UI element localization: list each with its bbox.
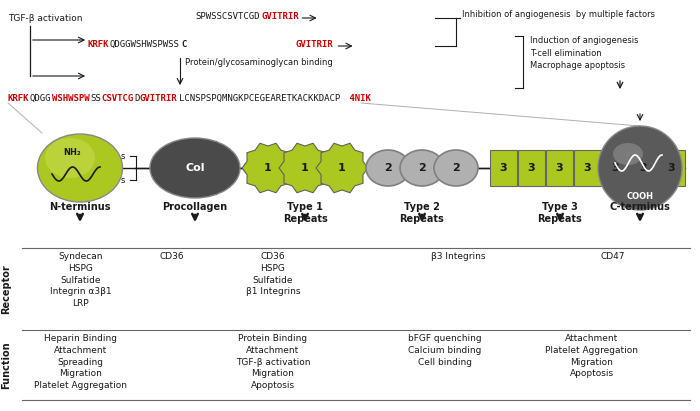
Text: Function: Function (1, 341, 11, 389)
Text: Syndecan
HSPG
Sulfatide
Integrin α3β1
LRP: Syndecan HSPG Sulfatide Integrin α3β1 LR… (50, 252, 111, 308)
Text: 3: 3 (640, 163, 648, 173)
Text: Induction of angiogenesis
T-cell elimination
Macrophage apoptosis: Induction of angiogenesis T-cell elimina… (530, 36, 638, 70)
Text: C-terminus: C-terminus (610, 202, 671, 212)
Text: CD36: CD36 (159, 252, 184, 261)
Text: GVITRIR: GVITRIR (261, 12, 299, 21)
FancyBboxPatch shape (630, 150, 657, 186)
Text: 1: 1 (264, 163, 272, 173)
Text: C: C (181, 40, 187, 49)
Text: CSVTCG: CSVTCG (102, 94, 134, 103)
FancyBboxPatch shape (490, 150, 517, 186)
Text: Protein Binding
Attachment
TGF-β activation
Migration
Apoptosis: Protein Binding Attachment TGF-β activat… (236, 334, 310, 390)
Text: 3: 3 (584, 163, 592, 173)
Polygon shape (242, 143, 294, 193)
Text: 2: 2 (384, 163, 392, 173)
Ellipse shape (613, 143, 643, 165)
Text: s: s (121, 152, 125, 161)
FancyBboxPatch shape (658, 150, 685, 186)
FancyBboxPatch shape (574, 150, 601, 186)
Text: Type 3
Repeats: Type 3 Repeats (538, 202, 582, 224)
Ellipse shape (400, 150, 444, 186)
Text: 3: 3 (612, 163, 620, 173)
FancyBboxPatch shape (518, 150, 545, 186)
Text: LCNSPSPQMNGKPCEGEARETKACKKDACP: LCNSPSPQMNGKPCEGEARETKACKKDACP (178, 94, 340, 103)
Text: 4NIK: 4NIK (344, 94, 370, 103)
Text: bFGF quenching
Calcium binding
Cell binding: bFGF quenching Calcium binding Cell bind… (407, 334, 482, 367)
Text: GVITRIR: GVITRIR (295, 40, 332, 49)
Ellipse shape (38, 134, 122, 202)
Text: Attachment
Platelet Aggregation
Migration
Apoptosis: Attachment Platelet Aggregation Migratio… (545, 334, 638, 379)
Text: CD36
HSPG
Sulfatide
β1 Integrins: CD36 HSPG Sulfatide β1 Integrins (246, 252, 300, 296)
Text: QDGG: QDGG (30, 94, 52, 103)
Text: Procollagen: Procollagen (162, 202, 228, 212)
Text: 3: 3 (668, 163, 676, 173)
Text: 1: 1 (338, 163, 346, 173)
Text: 3: 3 (500, 163, 507, 173)
Text: KRFK: KRFK (8, 94, 29, 103)
Text: CD47: CD47 (601, 252, 624, 261)
Text: Inhibition of angiogenesis  by multiple factors: Inhibition of angiogenesis by multiple f… (462, 10, 655, 19)
Text: s: s (121, 175, 125, 185)
Text: TGF-β activation: TGF-β activation (8, 14, 83, 23)
Text: β3 Integrins: β3 Integrins (431, 252, 486, 261)
Text: D: D (134, 94, 140, 103)
Text: 3: 3 (528, 163, 536, 173)
Text: 2: 2 (418, 163, 426, 173)
Text: Type 2
Repeats: Type 2 Repeats (400, 202, 444, 224)
Text: N-terminus: N-terminus (49, 202, 111, 212)
Ellipse shape (366, 150, 410, 186)
Polygon shape (279, 143, 331, 193)
Text: Protein/glycosaminoglycan binding: Protein/glycosaminoglycan binding (185, 58, 332, 67)
Text: Heparin Binding
Attachment
Spreading
Migration
Platelet Aggregation: Heparin Binding Attachment Spreading Mig… (34, 334, 127, 390)
Ellipse shape (45, 138, 95, 178)
Text: SPWSSCSVTCGD: SPWSSCSVTCGD (195, 12, 260, 21)
Text: 3: 3 (556, 163, 564, 173)
Text: NH₂: NH₂ (63, 148, 80, 157)
Ellipse shape (434, 150, 478, 186)
Text: Receptor: Receptor (1, 264, 11, 314)
Text: 1: 1 (301, 163, 309, 173)
Text: 2: 2 (452, 163, 460, 173)
Text: QDGGWSHWSPWSS: QDGGWSHWSPWSS (110, 40, 180, 49)
Text: WSHWSPW: WSHWSPW (52, 94, 90, 103)
Text: Col: Col (186, 163, 204, 173)
Text: SS: SS (90, 94, 101, 103)
Text: KRFK: KRFK (88, 40, 109, 49)
FancyBboxPatch shape (602, 150, 629, 186)
Text: COOH: COOH (626, 192, 654, 201)
Ellipse shape (150, 138, 240, 198)
FancyBboxPatch shape (546, 150, 573, 186)
Polygon shape (316, 143, 368, 193)
Text: Type 1
Repeats: Type 1 Repeats (283, 202, 328, 224)
Text: GVITRIR: GVITRIR (140, 94, 178, 103)
Circle shape (598, 126, 682, 210)
